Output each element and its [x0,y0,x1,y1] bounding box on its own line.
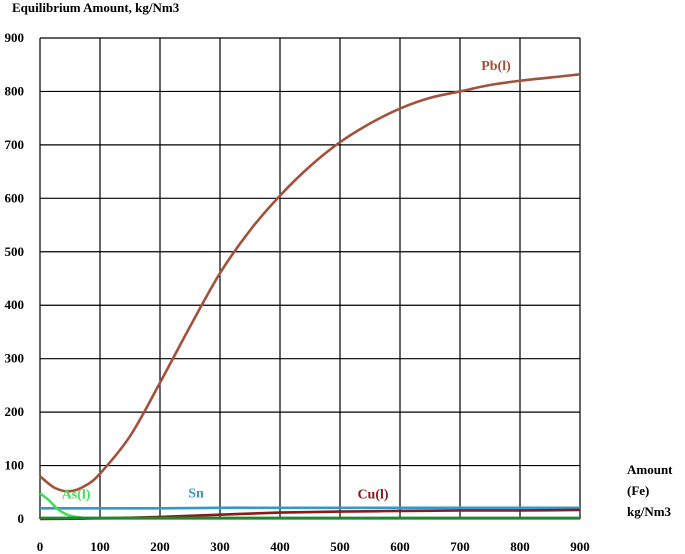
y-tick-label: 800 [5,83,25,98]
y-tick-label: 900 [5,30,25,45]
series-label-cu-l: Cu(l) [357,488,388,503]
x-tick-label: 200 [150,539,170,554]
y-tick-label: 200 [5,404,25,419]
series-line-sn [40,506,581,510]
tick-labels: 0 100 200 300 400 500 600 700 800 900 0 100 200 300 40… [5,30,590,554]
x-tick-label: 700 [450,539,470,554]
y-tick-label: 100 [5,458,25,473]
x-axis-title-line-1: Amount [627,462,673,477]
series-label-pb-l: Pb(l) [481,59,511,74]
series-labels: Pb(l) Sn Cu(l) As(l) [62,59,511,503]
y-tick-label: 300 [5,351,25,366]
y-tick-label: 600 [5,190,25,205]
y-axis-title: Equilibrium Amount, kg/Nm3 [12,0,180,15]
x-axis-title: Amount (Fe) kg/Nm3 [627,459,673,522]
x-tick-label: 300 [210,539,230,554]
x-axis-title-line-2: (Fe) [627,483,650,498]
series-label-as-l: As(l) [62,488,91,503]
series-line-pb-l [39,73,581,493]
y-tick-label: 500 [5,244,25,259]
y-tick-label: 0 [18,511,25,526]
x-tick-label: 100 [90,539,110,554]
x-tick-label: 600 [390,539,410,554]
y-tick-label: 400 [5,297,25,312]
x-tick-label: 400 [270,539,290,554]
x-tick-label: 500 [330,539,350,554]
x-tick-label: 900 [570,539,590,554]
series-label-sn: Sn [188,487,204,502]
y-tick-label: 700 [5,137,25,152]
x-tick-label: 0 [37,539,44,554]
series-lines [39,73,581,521]
series-line-as-l [39,492,580,520]
x-tick-label: 800 [510,539,530,554]
x-axis-title-line-3: kg/Nm3 [627,504,672,519]
